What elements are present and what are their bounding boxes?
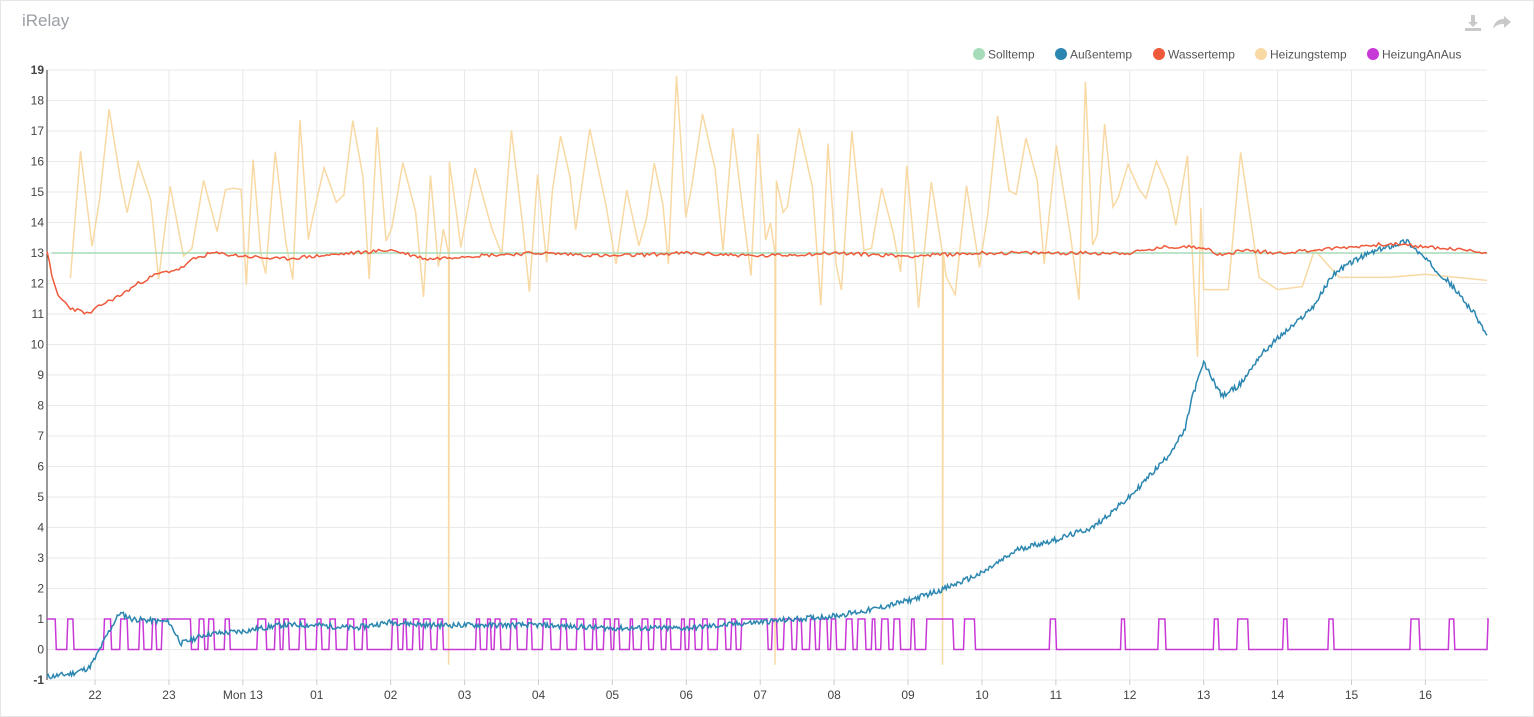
- legend-item[interactable]: HeizungAnAus: [1367, 48, 1461, 62]
- y-tick-label: 11: [32, 307, 45, 321]
- grid: [47, 69, 1487, 681]
- x-tick-label: 11: [1050, 688, 1063, 702]
- x-tick-label: 22: [88, 688, 102, 702]
- legend-marker: [1367, 48, 1379, 60]
- y-tick-label: 0: [37, 643, 44, 657]
- share-icon[interactable]: [1491, 12, 1513, 34]
- x-tick-label: 23: [162, 688, 176, 702]
- y-tick-label: 9: [37, 368, 44, 382]
- y-tick-label: 18: [31, 94, 45, 108]
- y-tick-label: 4: [37, 521, 44, 535]
- legend-marker: [1255, 48, 1267, 60]
- legend-item[interactable]: Wassertemp: [1153, 48, 1235, 62]
- series-group: [46, 76, 1489, 680]
- legend-label: HeizungAnAus: [1382, 48, 1461, 62]
- legend-marker: [1055, 48, 1067, 60]
- x-axis: 22 23 Mon 13 01 02 03 04 05 06 07 08 09 10 11 12 13 14 15…: [88, 680, 1432, 702]
- x-tick-label: 10: [975, 688, 989, 702]
- y-tick-label: 15: [31, 185, 45, 199]
- y-tick-label: 16: [31, 155, 45, 169]
- y-tick-label: 10: [31, 338, 45, 352]
- series-aussentemp: [46, 238, 1488, 680]
- x-tick-label: 05: [606, 688, 620, 702]
- x-tick-label: 02: [384, 688, 398, 702]
- x-tick-label: 16: [1419, 688, 1433, 702]
- legend-label: Wassertemp: [1168, 48, 1235, 62]
- y-tick-label: 13: [31, 246, 45, 260]
- x-tick-label: 07: [754, 688, 768, 702]
- y-tick-label: 12: [31, 277, 45, 291]
- legend: Solltemp Außentemp Wassertemp Heizungstemp H…: [973, 48, 1461, 62]
- y-tick-label: 14: [31, 216, 45, 230]
- series-wassertemp: [46, 241, 1488, 315]
- x-tick-label: 09: [901, 688, 915, 702]
- legend-marker: [1153, 48, 1165, 60]
- legend-label: Außentemp: [1070, 48, 1132, 62]
- y-tick-label: 3: [37, 551, 44, 565]
- y-tick-label: 17: [31, 124, 45, 138]
- x-tick-label: 06: [680, 688, 694, 702]
- series-heizunganaus: [47, 618, 1489, 651]
- legend-marker: [973, 48, 985, 60]
- x-tick-label: 03: [458, 688, 472, 702]
- chart-title: iRelay: [22, 11, 70, 30]
- x-tick-label: 12: [1123, 688, 1137, 702]
- download-icon[interactable]: [1462, 12, 1484, 34]
- x-tick-label: 04: [532, 688, 546, 702]
- y-tick-label: 2: [37, 582, 44, 596]
- y-tick-label: 19: [31, 63, 45, 77]
- x-tick-label: 14: [1271, 688, 1285, 702]
- y-tick-label: 5: [37, 490, 44, 504]
- legend-label: Solltemp: [988, 48, 1035, 62]
- y-tick-label: 7: [37, 429, 44, 443]
- y-tick-label: 1: [37, 612, 44, 626]
- x-tick-label: 08: [827, 688, 841, 702]
- x-tick-label: Mon 13: [223, 688, 263, 702]
- y-tick-label: 6: [37, 460, 44, 474]
- legend-label: Heizungstemp: [1270, 48, 1347, 62]
- y-tick-label: -1: [33, 673, 44, 687]
- y-tick-label: 8: [37, 399, 44, 413]
- series-heizungstemp: [69, 76, 1488, 665]
- x-tick-label: 13: [1197, 688, 1211, 702]
- legend-item[interactable]: Solltemp: [973, 48, 1035, 62]
- x-tick-label: 01: [310, 688, 324, 702]
- legend-item[interactable]: Außentemp: [1055, 48, 1132, 62]
- legend-item[interactable]: Heizungstemp: [1255, 48, 1347, 62]
- x-tick-label: 15: [1345, 688, 1359, 702]
